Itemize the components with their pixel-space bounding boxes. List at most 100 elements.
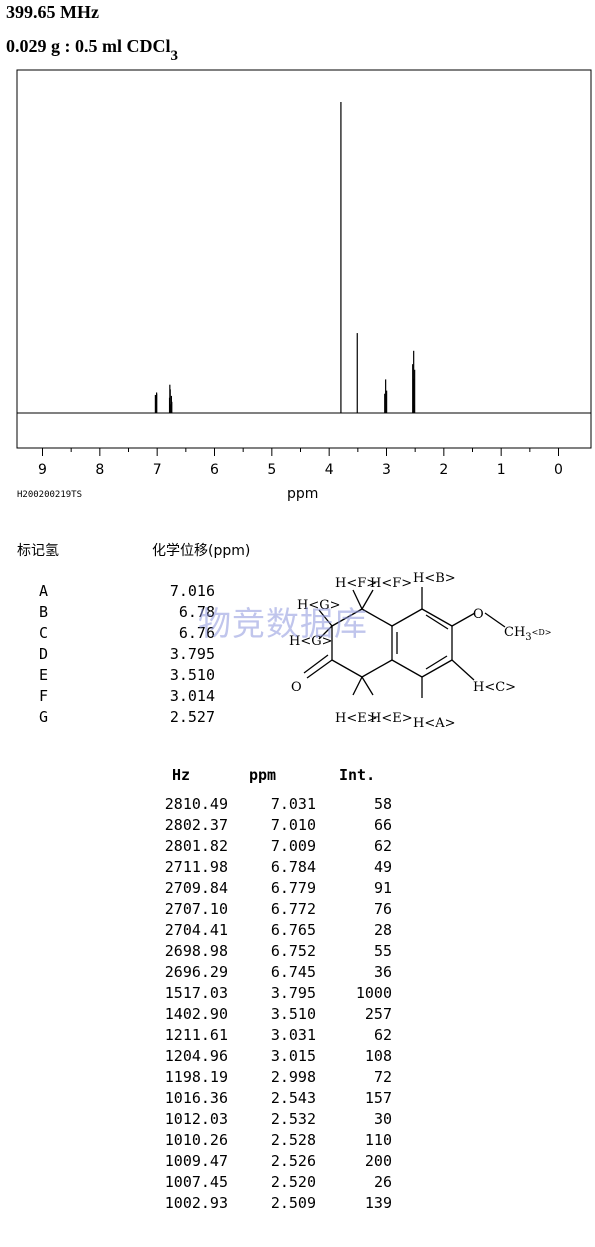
x-tick-label: 8 <box>95 462 104 478</box>
peak-ppm: 2.526 <box>270 1152 316 1170</box>
assignment-shift: 3.795 <box>169 645 215 663</box>
structure-labels: H<F> H<F> H<B> H<G> H<G> O O CH3<D> H<C>… <box>289 571 552 731</box>
peak-hz: 2696.29 <box>164 963 228 981</box>
peak-ppm: 3.510 <box>270 1005 316 1023</box>
table-row: 2704.41 6.765 28 <box>0 921 400 942</box>
peak-intensity: 200 <box>364 1152 392 1170</box>
table-row: 2810.49 7.031 58 <box>0 795 400 816</box>
peak-intensity: 26 <box>373 1173 392 1191</box>
table-row: 1012.03 2.532 30 <box>0 1110 400 1131</box>
peak-hz: 1204.96 <box>164 1047 228 1065</box>
table-row: 2698.98 6.752 55 <box>0 942 400 963</box>
table-row: 1009.47 2.526 200 <box>0 1152 400 1173</box>
x-tick-label: 6 <box>210 462 219 478</box>
table-row: 2709.84 6.779 91 <box>0 879 400 900</box>
table-row: 2801.82 7.009 62 <box>0 837 400 858</box>
assignment-label: A <box>39 582 49 600</box>
label-hf2: H<F> <box>370 576 412 591</box>
x-tick-label: 3 <box>382 462 391 478</box>
peak-ppm: 7.010 <box>270 816 316 834</box>
peak-hz: 1009.47 <box>164 1152 228 1170</box>
table-row: 1002.93 2.509 139 <box>0 1194 400 1215</box>
peak-hz: 1007.45 <box>164 1173 228 1191</box>
table-row: 2802.37 7.010 66 <box>0 816 400 837</box>
peak-hz: 1211.61 <box>164 1026 228 1044</box>
label-hf1: H<F> <box>335 576 377 591</box>
label-ch3: CH3<D> <box>504 625 552 643</box>
peak-ppm: 6.784 <box>270 858 316 876</box>
peak-ppm: 6.772 <box>270 900 316 918</box>
peak-table-header-int: Int. <box>339 766 376 784</box>
peak-ppm: 2.532 <box>270 1110 316 1128</box>
peak-intensity: 91 <box>373 879 392 897</box>
label-he1: H<E> <box>335 711 378 726</box>
peak-ppm: 2.528 <box>270 1131 316 1149</box>
table-row: 1211.61 3.031 62 <box>0 1026 400 1047</box>
assignment-shift: 3.014 <box>169 687 215 705</box>
spectrometer-frequency: 399.65 MHz <box>6 2 99 22</box>
assignment-shift: 2.527 <box>169 708 215 726</box>
peak-intensity: 72 <box>373 1068 392 1086</box>
assignment-label: B <box>39 603 49 621</box>
peak-intensity: 108 <box>364 1047 392 1065</box>
peak-intensity: 1000 <box>355 984 392 1002</box>
peak-hz: 2707.10 <box>164 900 228 918</box>
peak-ppm: 3.031 <box>270 1026 316 1044</box>
label-hc: H<C> <box>473 680 516 695</box>
peak-hz: 2711.98 <box>164 858 228 876</box>
assignment-shift: 6.78 <box>178 603 215 621</box>
table-row: 1010.26 2.528 110 <box>0 1131 400 1152</box>
table-row: 1204.96 3.015 108 <box>0 1047 400 1068</box>
peak-intensity: 62 <box>373 837 392 855</box>
peak-hz: 2709.84 <box>164 879 228 897</box>
peak-ppm: 2.543 <box>270 1089 316 1107</box>
peak-intensity: 110 <box>364 1131 392 1149</box>
peak-hz: 2802.37 <box>164 816 228 834</box>
x-tick-label: 1 <box>497 462 506 478</box>
label-o-keto: O <box>291 680 302 695</box>
assignment-shift: 7.016 <box>169 582 215 600</box>
table-row: 1007.45 2.520 26 <box>0 1173 400 1194</box>
peak-hz: 1517.03 <box>164 984 228 1002</box>
peak-intensity: 139 <box>364 1194 392 1212</box>
label-ha: H<A> <box>413 716 456 731</box>
table-row: 1198.19 2.998 72 <box>0 1068 400 1089</box>
assignment-label: G <box>39 708 49 726</box>
x-axis-label: ppm <box>287 486 319 502</box>
peak-ppm: 2.509 <box>270 1194 316 1212</box>
peak-ppm: 7.009 <box>270 837 316 855</box>
peak-hz: 1012.03 <box>164 1110 228 1128</box>
assignment-label-header: 标记氢 <box>17 543 59 559</box>
peak-ppm: 6.779 <box>270 879 316 897</box>
table-row: 2711.98 6.784 49 <box>0 858 400 879</box>
x-axis-ticks: 9 8 7 6 5 4 3 2 1 0 <box>38 448 563 478</box>
x-tick-label: 4 <box>325 462 334 478</box>
peak-ppm: 3.795 <box>270 984 316 1002</box>
label-hb: H<B> <box>413 571 456 586</box>
label-o-ring: O <box>473 607 484 622</box>
nmr-spectrum: 9 8 7 6 5 4 3 2 1 0 <box>16 69 592 478</box>
label-hg2: H<G> <box>289 634 333 649</box>
sample-description: 0.029 g : 0.5 ml CDCl3 <box>6 36 178 65</box>
label-hg1: H<G> <box>297 598 341 613</box>
peak-intensity: 58 <box>373 795 392 813</box>
peak-hz: 1002.93 <box>164 1194 228 1212</box>
assignment-label: F <box>39 687 49 705</box>
assignment-label: E <box>39 666 49 684</box>
peak-intensity: 30 <box>373 1110 392 1128</box>
peak-hz: 1402.90 <box>164 1005 228 1023</box>
peak-intensity: 257 <box>364 1005 392 1023</box>
peak-hz: 2810.49 <box>164 795 228 813</box>
assignment-label: D <box>39 645 49 663</box>
peak-intensity: 66 <box>373 816 392 834</box>
peak-ppm: 3.015 <box>270 1047 316 1065</box>
peak-intensity: 49 <box>373 858 392 876</box>
peak-hz: 1010.26 <box>164 1131 228 1149</box>
peak-ppm: 2.998 <box>270 1068 316 1086</box>
peak-intensity: 76 <box>373 900 392 918</box>
x-tick-label: 9 <box>38 462 47 478</box>
spectrum-id: H200200219TS <box>17 490 83 500</box>
x-tick-label: 7 <box>153 462 162 478</box>
structure-bonds <box>303 587 506 698</box>
table-row: 2707.10 6.772 76 <box>0 900 400 921</box>
